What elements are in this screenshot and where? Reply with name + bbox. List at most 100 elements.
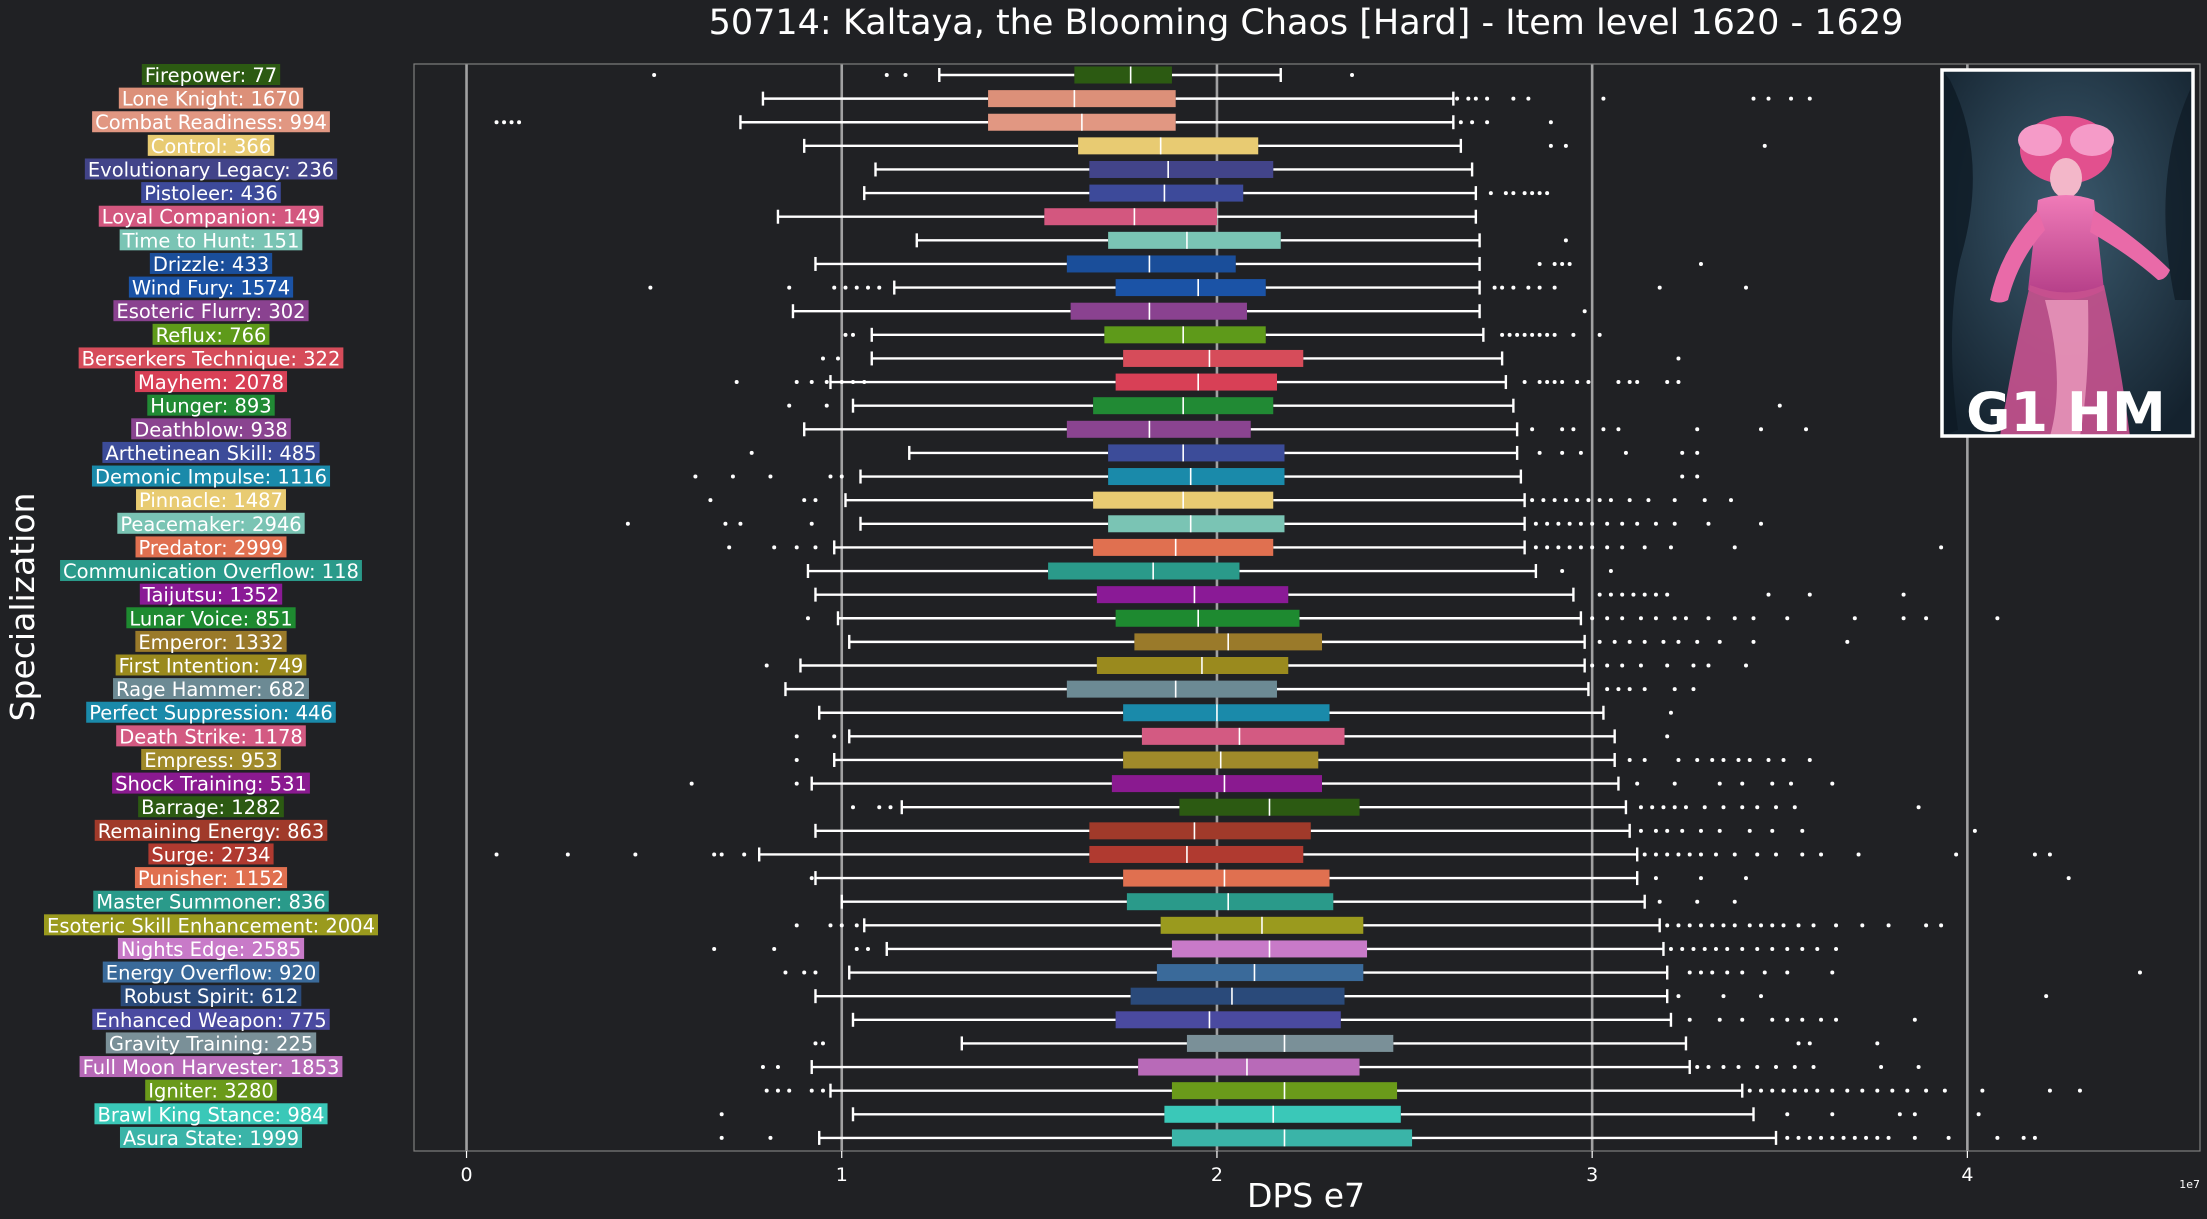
outlier-point [794, 734, 799, 739]
outlier-point [1676, 994, 1681, 999]
outlier-point [1533, 521, 1538, 526]
category-label-19: Peacemaker: 2946 [117, 512, 305, 536]
outlier-point [1631, 592, 1636, 597]
iqr-box [1138, 1058, 1360, 1076]
iqr-box [1115, 609, 1300, 627]
category-label-22: Taijutsu: 1352 [139, 583, 283, 607]
outlier-point [2047, 1088, 2052, 1093]
category-label-21: Communication Overflow: 118 [60, 560, 362, 583]
outlier-point [1698, 923, 1703, 928]
category-label-0: Firepower: 77 [141, 64, 281, 87]
outlier-point [1642, 852, 1647, 857]
outlier-point [1545, 545, 1550, 550]
outlier-point [1515, 332, 1520, 337]
iqr-box [1089, 822, 1311, 840]
outlier-point [1638, 828, 1643, 833]
box-row-5 [863, 184, 1550, 202]
box-row-2 [494, 113, 1553, 131]
outlier-point [862, 380, 867, 385]
outlier-point [843, 332, 848, 337]
outlier-point [1597, 498, 1602, 503]
outlier-point [1642, 545, 1647, 550]
iqr-box [1093, 538, 1274, 556]
category-label-text: Peacemaker: 2946 [120, 513, 301, 536]
outlier-point [1695, 899, 1700, 904]
outlier-point [509, 120, 514, 125]
outlier-point [1807, 1041, 1812, 1046]
outlier-point [1946, 1135, 1951, 1140]
outlier-point [1717, 1017, 1722, 1022]
outlier-point [1815, 946, 1820, 951]
category-label-text: Brawl King Stance: 984 [97, 1103, 324, 1126]
outlier-point [1972, 828, 1977, 833]
outlier-point [652, 73, 657, 77]
box-row-1 [761, 90, 1812, 108]
outlier-point [1912, 1135, 1917, 1140]
category-label-text: Hunger: 893 [150, 395, 271, 418]
outlier-point [1695, 1065, 1700, 1070]
outlier-point [1627, 498, 1632, 503]
outlier-point [1608, 498, 1613, 503]
box-row-8 [814, 255, 1703, 273]
outlier-point [1503, 191, 1508, 196]
category-label-text: Taijutsu: 1352 [142, 584, 279, 607]
category-label-bg [126, 607, 296, 629]
outlier-point [1770, 1017, 1775, 1022]
outlier-point [1740, 970, 1745, 975]
outlier-point [768, 1135, 773, 1140]
iqr-box [1066, 255, 1236, 273]
category-label-41: Gravity Training: 225 [105, 1032, 317, 1055]
outlier-point [1466, 96, 1471, 101]
outlier-point [1620, 545, 1625, 550]
category-label-20: Predator: 2999 [135, 536, 287, 559]
box-row-30 [689, 775, 1835, 793]
category-label-text: Gravity Training: 225 [109, 1032, 313, 1055]
x-tick-label-1: 1 [836, 1164, 848, 1186]
outlier-point [809, 380, 814, 385]
outlier-point [648, 285, 653, 290]
box-row-20 [727, 538, 1944, 556]
outlier-point [1492, 285, 1497, 290]
outlier-point [1597, 332, 1602, 337]
outlier-point [1522, 191, 1527, 196]
outlier-point [1789, 96, 1794, 101]
box-row-32 [814, 822, 1977, 840]
outlier-point [502, 120, 507, 125]
outlier-point [775, 1088, 780, 1093]
outlier-point [1650, 805, 1655, 810]
outlier-point [1819, 852, 1824, 857]
outlier-point [1976, 1112, 1981, 1117]
category-label-bg [92, 1008, 330, 1030]
outlier-point [1732, 899, 1737, 904]
box-row-22 [814, 586, 1906, 604]
outlier-point [820, 356, 825, 361]
category-label-bg [113, 300, 309, 322]
outlier-point [783, 970, 788, 975]
outlier-point [1642, 639, 1647, 644]
outlier-point [1350, 73, 1355, 77]
category-label-13: Mayhem: 2078 [134, 371, 288, 394]
outlier-point [794, 380, 799, 385]
outlier-point [517, 120, 522, 125]
box-row-36 [794, 916, 1944, 934]
category-label-text: Punisher: 1152 [138, 867, 284, 890]
outlier-point [1912, 1112, 1917, 1117]
category-label-35: Master Summoner: 836 [93, 890, 329, 914]
iqr-box [1141, 727, 1345, 745]
outlier-point [888, 805, 893, 810]
outlier-point [1852, 1135, 1857, 1140]
outlier-point [1728, 498, 1733, 503]
outlier-point [1511, 191, 1516, 196]
outlier-point [1620, 616, 1625, 621]
outlier-point [764, 663, 769, 668]
category-label-text: Lunar Voice: 851 [129, 607, 292, 630]
outlier-point [1620, 592, 1625, 597]
category-label-bg [117, 937, 305, 959]
outlier-point [828, 923, 833, 928]
outlier-point [832, 285, 837, 290]
boss-face [2050, 158, 2082, 198]
category-label-bg [102, 961, 320, 983]
outlier-point [565, 852, 570, 857]
box-row-7 [915, 231, 1568, 249]
